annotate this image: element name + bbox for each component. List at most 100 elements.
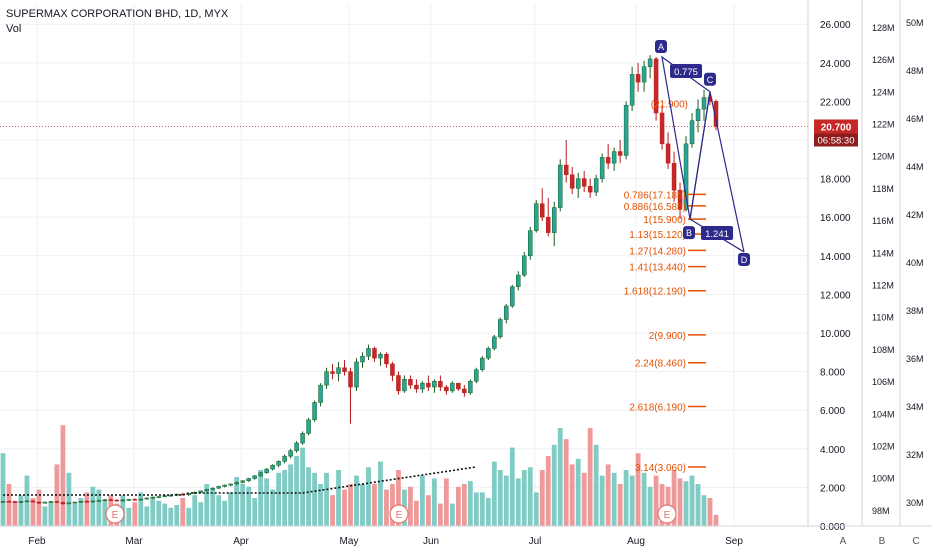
- candle: [402, 375, 407, 393]
- candle-body: [252, 475, 257, 479]
- candle-body: [72, 501, 78, 504]
- candle: [641, 60, 647, 92]
- volume-moving-average: [3, 466, 477, 496]
- volume-ma-line: [3, 466, 477, 496]
- volume-tick-label: 106M: [872, 377, 895, 387]
- volume-tick-label: 34M: [906, 402, 924, 412]
- volume-tick-label: 30M: [906, 498, 924, 508]
- volume-bar: [342, 489, 347, 526]
- candle: [156, 495, 162, 499]
- pattern-point-badge: [683, 226, 695, 240]
- volume-bar: [414, 500, 419, 526]
- volume-bar: [336, 470, 341, 526]
- time-axis-label: Feb: [28, 536, 46, 547]
- candle-body: [486, 348, 491, 359]
- candle-body: [372, 348, 377, 359]
- candle: [204, 488, 209, 492]
- candle-body: [216, 486, 221, 489]
- candle-body: [108, 499, 114, 502]
- volume-bar: [563, 439, 569, 526]
- price-tick-label: 2.000: [820, 483, 845, 494]
- candle: [611, 147, 617, 171]
- volume-bar: [521, 470, 527, 526]
- candle-body: [330, 371, 335, 374]
- candle-body: [516, 274, 521, 287]
- volume-bar: [617, 484, 623, 526]
- countdown-value: 06:58:30: [818, 135, 855, 146]
- volume-bar: [449, 503, 455, 526]
- fib-level-label: 1.41(13.440): [629, 263, 686, 274]
- pattern-point: D: [738, 252, 750, 266]
- volume-tick-label: 32M: [906, 450, 924, 460]
- volume-bar: [90, 486, 96, 526]
- pattern-point-badge: [738, 252, 750, 266]
- pattern-ratio-badge: [670, 64, 702, 78]
- candle-body: [563, 164, 569, 175]
- volume-bar: [420, 475, 425, 526]
- volume-bar: [210, 489, 216, 526]
- candle-body: [659, 112, 665, 145]
- candle-body: [689, 120, 695, 145]
- candle-body: [198, 490, 203, 493]
- candle: [498, 317, 503, 339]
- candle: [599, 153, 605, 183]
- volume-bar: [330, 495, 335, 526]
- candle: [126, 498, 132, 501]
- candle: [462, 385, 467, 397]
- candle: [342, 360, 347, 376]
- candle: [480, 356, 485, 372]
- candle: [240, 480, 245, 484]
- candle-body: [384, 353, 389, 365]
- candle: [444, 385, 449, 395]
- candle: [384, 352, 389, 368]
- volume-bar: [366, 467, 371, 526]
- candle: [252, 475, 257, 480]
- candle-body: [545, 216, 551, 233]
- volume-tick-label: 98M: [872, 506, 890, 516]
- candle-body: [48, 501, 54, 503]
- volume-bar: [593, 444, 599, 526]
- candle: [144, 497, 150, 500]
- volume-bar: [605, 464, 611, 526]
- price-tick-label: 26.000: [820, 20, 851, 31]
- volume-bar: [713, 514, 719, 526]
- candle-body: [701, 97, 707, 110]
- pattern-point-badge: [655, 40, 667, 54]
- candle: [72, 501, 78, 504]
- candle: [545, 197, 551, 237]
- volume-bar: [384, 489, 389, 526]
- candle: [108, 498, 114, 502]
- candle: [288, 448, 293, 459]
- candle: [96, 499, 102, 502]
- candle-body: [270, 464, 275, 470]
- volume-bar: [695, 484, 701, 526]
- candle-body: [426, 382, 431, 388]
- candle: [264, 468, 269, 474]
- candle: [569, 167, 575, 195]
- candle: [605, 143, 611, 169]
- candle-body: [114, 499, 120, 502]
- price-tick-label: 22.000: [820, 97, 851, 108]
- candle-body: [653, 58, 659, 114]
- price-tick-label: 18.000: [820, 175, 851, 186]
- volume-bar: [473, 492, 479, 526]
- candle: [372, 346, 377, 362]
- candle: [689, 112, 695, 148]
- candle-body: [60, 502, 66, 505]
- candle: [396, 371, 401, 395]
- volume-tick-label: 126M: [872, 55, 895, 65]
- volume-bar: [72, 503, 78, 526]
- volume-bar: [30, 498, 36, 526]
- candle: [551, 201, 557, 247]
- volume-bar: [575, 458, 581, 526]
- volume-bar: [659, 484, 665, 526]
- candle-body: [605, 157, 611, 164]
- volume-bar: [222, 500, 228, 526]
- volume-bar: [653, 475, 659, 526]
- volume-tick-label: 112M: [872, 281, 894, 291]
- fib-level-label: 0.786(17.185): [624, 190, 686, 201]
